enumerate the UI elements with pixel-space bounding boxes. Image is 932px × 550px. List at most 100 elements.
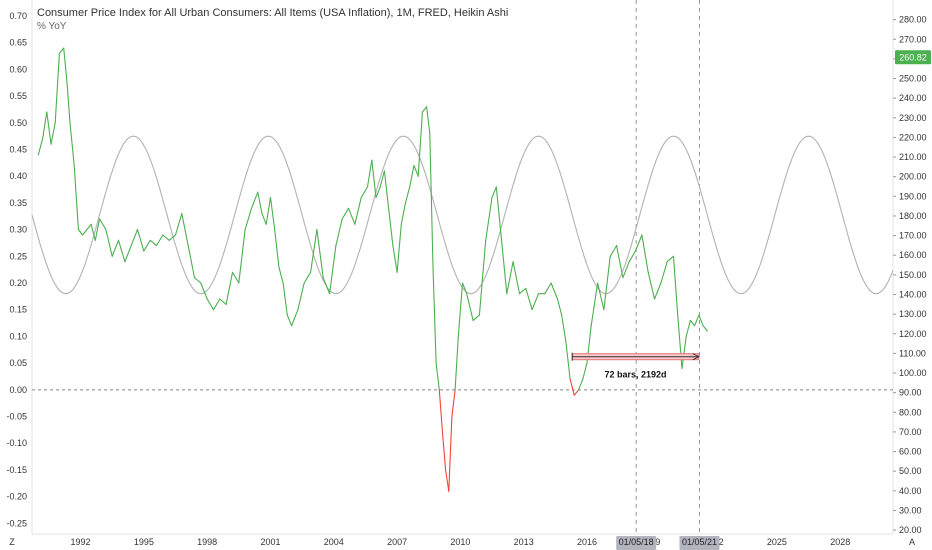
left-axis-tick-label: 0.40 [9, 171, 27, 181]
yoy-series-segment [250, 191, 259, 209]
yoy-series-segment [111, 239, 120, 257]
yoy-series-segment [143, 239, 151, 252]
yoy-series-segment [181, 213, 189, 247]
left-axis-tick-label: 0.55 [9, 91, 27, 101]
x-axis-tick-label: 2013 [514, 537, 534, 547]
yoy-series-segment [512, 261, 521, 295]
zoom-reset-button[interactable]: Z [9, 537, 15, 547]
yoy-series-segment [257, 191, 263, 215]
yoy-series-segment [441, 431, 447, 471]
yoy-series-segment [531, 293, 540, 311]
yoy-series-segment [609, 245, 618, 257]
right-axis-tick-label: 120.00 [899, 329, 927, 339]
yoy-series-segment [219, 298, 227, 305]
right-axis-tick-label: 160.00 [899, 250, 927, 260]
x-axis-tick-label: 2016 [577, 537, 597, 547]
left-axis-tick-label: 0.05 [9, 358, 27, 368]
yoy-series-segment [282, 282, 288, 316]
measure-arrow-head [692, 353, 700, 361]
right-axis-tick-label: 220.00 [899, 132, 927, 142]
yoy-series-segment [478, 239, 487, 316]
yoy-series-segment [269, 197, 276, 231]
left-axis-tick-label: -0.15 [6, 465, 27, 475]
yoy-series-segment [485, 197, 493, 241]
yoy-series-segment [499, 229, 508, 295]
yoy-series-segment [322, 277, 331, 295]
yoy-series-segment [578, 378, 584, 391]
yoy-series-segment [417, 111, 423, 177]
yoy-series-segment [212, 298, 221, 311]
yoy-series-segment [569, 378, 575, 396]
yoy-series-segment [174, 213, 183, 236]
right-axis-tick-label: 130.00 [899, 309, 927, 319]
left-axis-tick-label: -0.05 [6, 412, 27, 422]
yoy-series-segment [597, 282, 605, 311]
right-axis-tick-label: 210.00 [899, 152, 927, 162]
auto-scale-button[interactable]: A [909, 537, 915, 547]
yoy-series-segment [409, 164, 415, 188]
yoy-series-segment [244, 207, 253, 231]
yoy-series-segment [392, 245, 398, 273]
right-axis-tick-label: 50.00 [899, 466, 922, 476]
yoy-series-segment [371, 159, 377, 199]
yoy-series-segment [556, 298, 563, 316]
yoy-series-segment [136, 229, 145, 252]
yoy-series-segment [681, 335, 687, 370]
yoy-series-segment [86, 223, 92, 231]
yoy-series-segment [698, 314, 704, 327]
yoy-series-segment [694, 314, 700, 327]
yoy-series-segment [641, 234, 649, 273]
yoy-series-segment [396, 223, 402, 273]
left-axis-tick-label: 0.00 [9, 385, 27, 395]
yoy-series-segment [168, 234, 177, 241]
right-axis-tick-label: 230.00 [899, 113, 927, 123]
yoy-series-segment [278, 266, 284, 284]
right-axis-tick-label: 30.00 [899, 505, 922, 515]
yoy-series-segment [647, 271, 656, 300]
yoy-series-segment [628, 250, 637, 263]
left-axis-tick-label: 0.65 [9, 38, 27, 48]
right-axis-tick-label: 180.00 [899, 211, 927, 221]
x-axis-tick-label: 2001 [260, 537, 280, 547]
yoy-series-segment [525, 287, 533, 311]
yoy-series-segment [149, 239, 158, 247]
yoy-series-segment [335, 218, 343, 247]
right-axis-tick-label: 90.00 [899, 388, 922, 398]
current-value-label: 260.82 [899, 52, 927, 62]
yoy-series-segment [677, 314, 683, 370]
yoy-series-segment [461, 282, 468, 295]
yoy-series-segment [310, 229, 318, 273]
yoy-series-segment [400, 202, 407, 225]
left-axis-tick-label: 0.30 [9, 225, 27, 235]
right-axis-tick-label: 250.00 [899, 74, 927, 84]
x-axis-tick-label: 2025 [767, 537, 787, 547]
right-axis-tick-label: 80.00 [899, 407, 922, 417]
right-axis-tick-label: 150.00 [899, 270, 927, 280]
yoy-series-segment [472, 314, 480, 321]
right-axis-tick-label: 190.00 [899, 191, 927, 201]
left-axis-tick-label: 0.45 [9, 145, 27, 155]
left-axis-tick-label: 0.60 [9, 64, 27, 74]
yoy-series-segment [432, 266, 437, 364]
yoy-series-segment [341, 207, 350, 220]
right-axis-tick-label: 280.00 [899, 15, 927, 25]
yoy-series-segment [404, 186, 411, 204]
yoy-series-segment [360, 186, 369, 199]
yoy-series-segment [689, 319, 696, 327]
yoy-series-segment [98, 218, 107, 231]
yoy-series-segment [666, 255, 675, 263]
yoy-series-segment [316, 229, 324, 279]
yoy-series-segment [303, 271, 312, 284]
yoy-series-segment [550, 282, 559, 300]
date-flag-label: 01/05/21 [682, 537, 717, 547]
yoy-series-segment [457, 282, 464, 337]
right-axis-tick-label: 110.00 [899, 348, 926, 358]
yoy-series-segment [491, 186, 497, 199]
right-axis-tick-label: 40.00 [899, 486, 922, 496]
yoy-series-segment [50, 122, 56, 145]
yoy-series-segment [200, 282, 208, 300]
left-axis-tick-label: -0.25 [6, 518, 27, 528]
left-axis-tick-label: 0.25 [9, 251, 27, 261]
